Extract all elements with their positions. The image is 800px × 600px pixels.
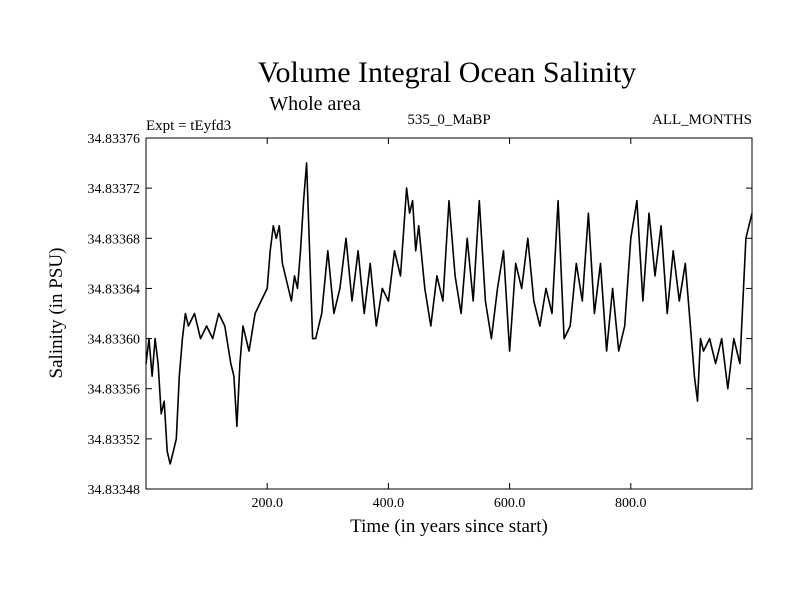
y-tick-label: 34.83348	[88, 483, 141, 498]
y-tick-label: 34.83376	[88, 132, 141, 147]
y-tick-label: 34.83352	[88, 433, 141, 448]
chart-title: Volume Integral Ocean Salinity	[258, 56, 637, 89]
x-tick-label: 400.0	[373, 496, 405, 511]
y-axis: 34.83348 34.83352 34.83356 34.83360 34.83364…	[88, 132, 752, 498]
y-tick-label: 34.83368	[88, 232, 141, 247]
series-line	[145, 162, 753, 465]
experiment-label: Expt = tEyfd3	[146, 118, 231, 134]
y-tick-label: 34.83360	[88, 333, 141, 348]
x-tick-label: 600.0	[494, 496, 526, 511]
x-axis-label: Time (in years since start)	[350, 516, 548, 537]
y-tick-label: 34.83364	[88, 282, 141, 297]
x-axis: 200.0 400.0 600.0 800.0	[251, 138, 647, 511]
months-label: ALL_MONTHS	[652, 112, 752, 128]
series-group	[145, 162, 753, 465]
period-label: 535_0_MaBP	[407, 112, 490, 128]
y-tick-label: 34.83356	[88, 383, 141, 398]
chart-subtitle: Whole area	[269, 93, 361, 115]
y-tick-label: 34.83372	[88, 182, 141, 197]
y-axis-label: Salinity (in PSU)	[46, 248, 67, 379]
x-tick-label: 200.0	[251, 496, 283, 511]
plot-frame	[145, 137, 753, 490]
x-tick-label: 800.0	[615, 496, 647, 511]
